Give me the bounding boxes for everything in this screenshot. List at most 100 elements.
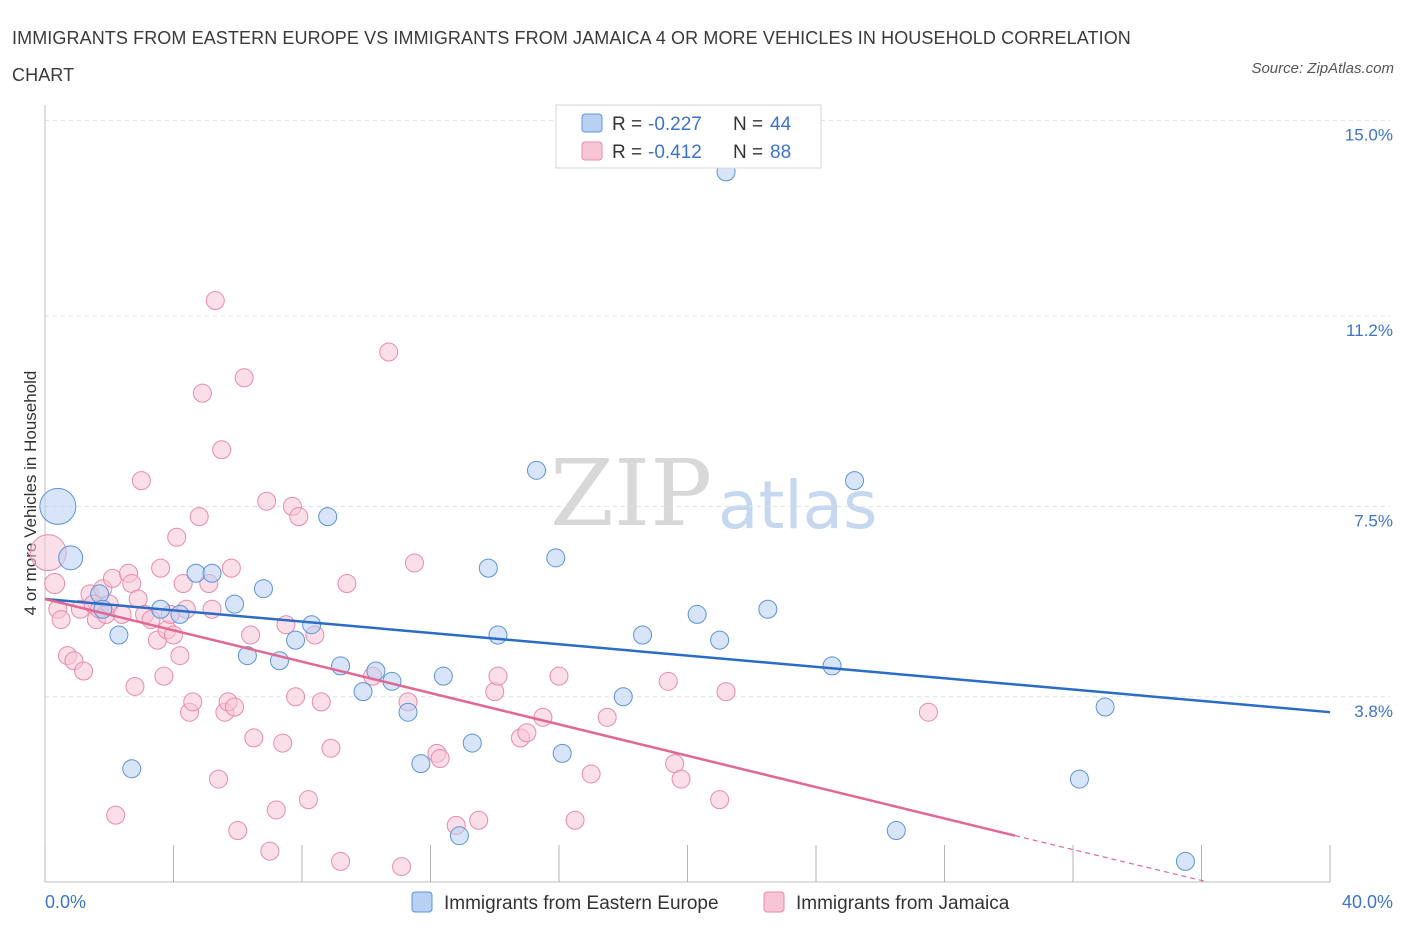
eastern-europe-point: [90, 584, 110, 604]
jamaica-point: [125, 676, 145, 696]
jamaica-point: [469, 810, 489, 830]
jamaica-point: [183, 692, 203, 712]
jamaica-point: [173, 574, 193, 594]
eastern-europe-point: [633, 625, 653, 645]
y-axis-label: 4 or more Vehicles in Household: [21, 371, 40, 616]
eastern-europe-point: [546, 548, 566, 568]
eastern-europe-point: [286, 630, 306, 650]
jamaica-point: [212, 440, 232, 460]
bottom-legend-swatch-jamaica: [763, 891, 785, 913]
legend-n-label: N =: [733, 142, 763, 163]
legend-r-value-jamaica: -0.412: [648, 142, 702, 163]
eastern-europe-point: [353, 682, 373, 702]
jamaica-point: [260, 841, 280, 861]
jamaica-point: [74, 661, 94, 681]
eastern-europe-point: [225, 594, 245, 614]
gridlines: [45, 119, 1390, 698]
series-legend: Immigrants from Eastern Europe Immigrant…: [411, 891, 1010, 914]
trendline-jamaica: [44, 597, 1016, 837]
jamaica-point: [266, 800, 286, 820]
eastern-europe-point: [58, 545, 84, 571]
jamaica-point: [102, 568, 122, 588]
jamaica-point: [225, 697, 245, 717]
jamaica-point: [404, 553, 424, 573]
jamaica-point: [581, 764, 601, 784]
jamaica-point: [392, 857, 412, 877]
jamaica-point: [597, 707, 617, 727]
jamaica-point: [716, 682, 736, 702]
jamaica-point: [151, 558, 171, 578]
bottom-legend-label-jamaica: Immigrants from Jamaica: [796, 893, 1010, 914]
jamaica-point: [192, 383, 212, 403]
jamaica-point: [549, 666, 569, 686]
eastern-europe-point: [687, 604, 707, 624]
trendline-eastern-europe: [44, 597, 1331, 714]
legend-n-value-eastern-europe: 44: [770, 114, 792, 135]
eastern-europe-point: [39, 487, 77, 525]
jamaica-point: [311, 692, 331, 712]
eastern-europe-point: [710, 630, 730, 650]
eastern-europe-point: [527, 460, 547, 480]
trendlines: [44, 597, 1331, 883]
jamaica-point: [918, 702, 938, 722]
bottom-legend-swatch-eastern-europe: [411, 891, 433, 913]
jamaica-point: [202, 599, 222, 619]
eastern-europe-point: [318, 507, 338, 527]
jamaica-point: [221, 558, 241, 578]
y-tick-labels: 15.0% 11.2% 7.5% 3.8%: [1345, 125, 1393, 720]
source-label: Source: ZipAtlas.com: [1251, 60, 1394, 77]
jamaica-point: [710, 790, 730, 810]
jamaica-point: [167, 527, 187, 547]
jamaica-point: [273, 733, 293, 753]
legend-swatch-jamaica: [581, 141, 603, 161]
jamaica-point: [565, 810, 585, 830]
eastern-europe-point: [613, 687, 633, 707]
eastern-europe-point: [202, 563, 222, 583]
eastern-europe-point: [822, 656, 842, 676]
eastern-europe-point: [253, 579, 273, 599]
eastern-europe-point: [1069, 769, 1089, 789]
y-tick-label: 3.8%: [1354, 702, 1393, 721]
jamaica-point: [170, 646, 190, 666]
jamaica-point: [234, 368, 254, 388]
jamaica-point: [106, 805, 126, 825]
jamaica-point: [488, 666, 508, 686]
jamaica-point: [337, 574, 357, 594]
jamaica-point: [51, 610, 71, 630]
jamaica-point: [44, 573, 66, 595]
chart-title: IMMIGRANTS FROM EASTERN EUROPE VS IMMIGR…: [12, 28, 1131, 85]
y-tick-label: 7.5%: [1354, 511, 1393, 530]
trendline-jamaica-extrapolated: [1015, 835, 1209, 883]
eastern-europe-point: [170, 604, 190, 624]
eastern-europe-point: [462, 733, 482, 753]
eastern-europe-point: [398, 702, 418, 722]
correlation-legend: R = -0.227 N = 44 R = -0.412 N = 88: [555, 104, 822, 169]
eastern-europe-point: [845, 471, 865, 491]
legend-r-label: R =: [612, 114, 642, 135]
eastern-europe-point: [886, 821, 906, 841]
eastern-europe-point: [411, 754, 431, 774]
eastern-europe-point: [478, 558, 498, 578]
jamaica-point: [430, 749, 450, 769]
legend-n-label: N =: [733, 114, 763, 135]
eastern-europe-point: [433, 666, 453, 686]
jamaica-point: [485, 682, 505, 702]
x-tick-label-min: 0.0%: [45, 892, 86, 912]
legend-swatch-eastern-europe: [581, 113, 603, 133]
jamaica-point: [533, 707, 553, 727]
jamaica-point: [208, 769, 228, 789]
x-tick-marks: [44, 845, 1331, 882]
jamaica-point: [244, 728, 264, 748]
eastern-europe-point: [1175, 851, 1195, 871]
legend-r-value-eastern-europe: -0.227: [648, 114, 702, 135]
jamaica-point: [379, 342, 399, 362]
watermark-zip: ZIP: [550, 440, 712, 547]
jamaica-point: [286, 687, 306, 707]
jamaica-point: [658, 671, 678, 691]
series-jamaica-points: [29, 291, 938, 877]
jamaica-point: [189, 507, 209, 527]
y-tick-label: 11.2%: [1346, 321, 1393, 340]
jamaica-point: [671, 769, 691, 789]
jamaica-point: [321, 738, 341, 758]
